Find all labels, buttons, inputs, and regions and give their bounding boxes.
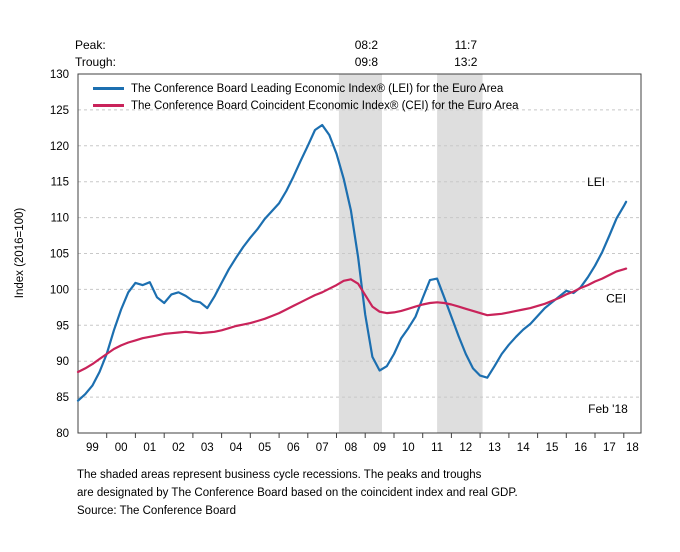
x-tick-label: 00 bbox=[115, 442, 128, 454]
y-tick-label: 110 bbox=[51, 213, 69, 225]
x-tick-label: 08 bbox=[345, 442, 358, 454]
recession-peak-date: 08:2 bbox=[355, 38, 379, 52]
x-tick-label: 09 bbox=[373, 442, 386, 454]
y-tick-label: 85 bbox=[56, 392, 69, 404]
footnotes: The shaded areas represent business cycl… bbox=[77, 466, 518, 520]
x-tick-label: 03 bbox=[201, 442, 214, 454]
y-tick-label: 105 bbox=[50, 249, 69, 261]
x-tick-label: 13 bbox=[488, 442, 501, 454]
y-tick-label: 115 bbox=[51, 177, 69, 189]
cei-series-label: CEI bbox=[606, 292, 626, 306]
x-tick-label: 12 bbox=[459, 442, 472, 454]
last-point-date-label: Feb '18 bbox=[588, 402, 628, 416]
y-tick-label: 100 bbox=[50, 284, 69, 296]
x-tick-label: 02 bbox=[172, 442, 185, 454]
footnote-line-1: The shaded areas represent business cycl… bbox=[77, 469, 482, 481]
y-tick-label: 125 bbox=[50, 105, 69, 117]
legend-item-lei: The Conference Board Leading Economic In… bbox=[93, 80, 519, 97]
series-line-lei bbox=[76, 123, 628, 402]
legend-item-cei: The Conference Board Coincident Economic… bbox=[93, 97, 519, 114]
x-tick-label: 99 bbox=[86, 442, 99, 454]
legend-label-lei: The Conference Board Leading Economic In… bbox=[131, 82, 504, 95]
x-tick-label: 11 bbox=[431, 442, 443, 454]
trough-row-label: Trough: bbox=[75, 55, 116, 69]
legend-label-cei: The Conference Board Coincident Economic… bbox=[131, 99, 519, 112]
peak-row-label: Peak: bbox=[75, 38, 106, 52]
cei-line-swatch bbox=[93, 104, 124, 107]
lei-series-label: LEI bbox=[587, 175, 605, 189]
series-line-cei bbox=[76, 267, 628, 374]
recession-trough-date: 09:8 bbox=[355, 55, 379, 69]
x-tick-label: 15 bbox=[546, 442, 559, 454]
x-tick-label: 01 bbox=[143, 442, 156, 454]
footnote-line-2: are designated by The Conference Board b… bbox=[77, 487, 518, 499]
recession-trough-date: 13:2 bbox=[454, 55, 478, 69]
y-tick-label: 120 bbox=[50, 141, 69, 153]
y-tick-label: 90 bbox=[56, 356, 69, 368]
footnote-source: Source: The Conference Board bbox=[77, 505, 236, 517]
x-tick-label: 16 bbox=[574, 442, 587, 454]
plot-border bbox=[77, 73, 642, 434]
recession-peak-date: 11:7 bbox=[455, 38, 478, 52]
x-tick-label: 04 bbox=[230, 442, 243, 454]
y-tick-label: 130 bbox=[50, 69, 69, 81]
x-tick-label: 18 bbox=[626, 442, 639, 454]
y-tick-label: 95 bbox=[56, 320, 69, 332]
x-tick-label: 10 bbox=[402, 442, 415, 454]
x-tick-label: 05 bbox=[258, 442, 271, 454]
x-tick-label: 06 bbox=[287, 442, 300, 454]
y-axis-title: Index (2016=100) bbox=[14, 207, 26, 299]
x-tick-label: 07 bbox=[316, 442, 329, 454]
x-tick-label: 14 bbox=[517, 442, 530, 454]
legend: The Conference Board Leading Economic In… bbox=[93, 80, 519, 114]
y-tick-label: 80 bbox=[56, 428, 69, 440]
lei-line-swatch bbox=[93, 87, 124, 90]
x-tick-label: 17 bbox=[603, 442, 616, 454]
